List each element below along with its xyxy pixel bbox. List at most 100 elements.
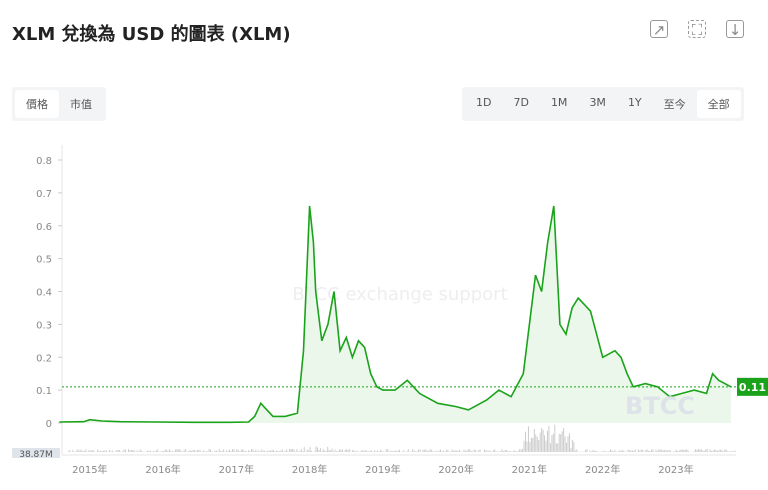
volume-bar xyxy=(376,451,377,452)
volume-bar xyxy=(308,450,309,452)
watermark: BTCC exchange support xyxy=(292,284,507,305)
volume-bar xyxy=(704,451,705,452)
volume-bar xyxy=(318,450,319,452)
volume-bar xyxy=(298,451,299,452)
volume-bar xyxy=(516,451,517,452)
volume-bar xyxy=(569,433,570,452)
volume-bar xyxy=(335,450,336,452)
volume-bar xyxy=(679,451,680,452)
volume-bar xyxy=(211,451,212,452)
volume-bar xyxy=(472,451,473,452)
y-tick-label: 0.6 xyxy=(36,222,52,233)
volume-bar xyxy=(625,451,626,452)
volume-bar xyxy=(241,450,242,452)
volume-bar xyxy=(291,449,292,452)
volume-bar xyxy=(277,451,278,452)
volume-bar xyxy=(652,449,653,452)
volume-bar xyxy=(301,449,302,452)
volume-bar xyxy=(223,449,224,452)
volume-bar xyxy=(374,450,375,452)
volume-bar xyxy=(165,450,166,452)
volume-bar xyxy=(150,451,151,452)
volume-bar xyxy=(364,451,365,452)
current-price-label: 0.11 xyxy=(739,381,766,394)
volume-bar xyxy=(138,451,139,452)
volume-bar xyxy=(402,451,403,452)
volume-bar xyxy=(378,451,379,452)
volume-bar xyxy=(263,451,264,452)
volume-bar xyxy=(488,450,489,452)
volume-bar xyxy=(613,451,614,452)
volume-bar xyxy=(148,451,149,452)
price-chart[interactable]: BTCC exchange support 00.10.20.30.40.50.… xyxy=(0,0,768,490)
volume-bar xyxy=(354,450,355,452)
volume-bar xyxy=(475,450,476,452)
volume-bar xyxy=(710,449,711,452)
volume-bar xyxy=(544,436,545,452)
volume-bar xyxy=(176,449,177,452)
volume-bar xyxy=(395,450,396,452)
volume-bar xyxy=(450,451,451,452)
volume-bar xyxy=(128,449,129,452)
volume-bar xyxy=(538,440,539,452)
volume-bar xyxy=(660,450,661,452)
volume-bar xyxy=(231,451,232,452)
volume-bar xyxy=(314,451,315,452)
volume-bar xyxy=(433,451,434,452)
volume-bar xyxy=(428,450,429,452)
volume-bar xyxy=(707,449,708,452)
volume-bar xyxy=(104,450,105,452)
volume-bar xyxy=(585,450,586,452)
volume-bar xyxy=(255,449,256,452)
volume-bar xyxy=(563,428,564,452)
volume-bar xyxy=(559,434,560,452)
x-tick-label: 2015年 xyxy=(72,463,107,476)
volume-bar xyxy=(75,451,76,452)
volume-bar xyxy=(116,450,117,452)
volume-bar xyxy=(323,449,324,452)
volume-bar xyxy=(453,451,454,452)
y-tick-label: 0.7 xyxy=(36,189,52,200)
volume-bar xyxy=(90,451,91,452)
volume-bar xyxy=(157,450,158,452)
volume-bar xyxy=(147,451,148,452)
volume-bar xyxy=(500,451,501,452)
volume-bar xyxy=(242,449,243,452)
volume-bar xyxy=(525,432,526,452)
volume-bar xyxy=(490,451,491,452)
volume-bar xyxy=(88,450,89,452)
volume-bar xyxy=(340,450,341,452)
volume-bar xyxy=(674,451,675,452)
volume-bar xyxy=(124,449,125,452)
volume-bar xyxy=(412,449,413,452)
volume-bar xyxy=(299,451,300,452)
volume-bar xyxy=(584,451,585,452)
volume-bar xyxy=(81,451,82,452)
volume-bar xyxy=(513,450,514,452)
volume-bar xyxy=(91,450,92,452)
volume-bar xyxy=(526,442,527,452)
volume-bar xyxy=(633,450,634,452)
volume-bar xyxy=(566,443,567,452)
volume-bar xyxy=(518,451,519,452)
volume-bar xyxy=(332,449,333,452)
volume-bar xyxy=(272,450,273,452)
y-tick-label: 0.4 xyxy=(36,288,52,299)
volume-bar xyxy=(264,451,265,452)
volume-bar xyxy=(321,451,322,452)
volume-bar xyxy=(466,451,467,452)
volume-bar xyxy=(122,451,123,452)
volume-bar xyxy=(228,451,229,452)
volume-bar xyxy=(531,438,532,452)
volume-bar xyxy=(469,449,470,452)
volume-bar xyxy=(726,450,727,452)
volume-bar xyxy=(609,451,610,452)
volume-bar xyxy=(270,451,271,452)
volume-bar xyxy=(714,450,715,452)
volume-bar xyxy=(503,451,504,452)
volume-bar xyxy=(528,426,529,452)
volume-bar xyxy=(587,449,588,452)
volume-bar xyxy=(657,451,658,452)
y-tick-label: 0.8 xyxy=(36,156,52,167)
volume-bar xyxy=(260,451,261,452)
